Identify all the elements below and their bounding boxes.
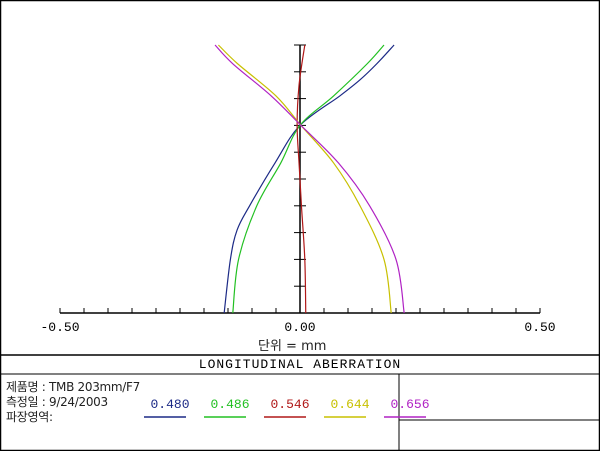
series-line-0.480 [223,44,395,314]
x-tick-label: -0.50 [40,320,79,335]
series-line-0.644 [217,44,392,314]
chart-title: LONGITUDINAL ABERRATION [198,357,402,372]
legend-label: 0.656 [390,397,430,412]
x-tick-label: 0.50 [524,320,555,335]
series-line-0.656 [214,44,405,314]
legend-label: 0.486 [210,397,250,412]
series-line-0.486 [232,44,385,314]
series-line-0.546 [296,44,307,314]
x-tick-label: 0.00 [284,320,315,335]
legend-label: 0.546 [270,397,310,412]
product-label: 제품명 : TMB 203mm/F7 [6,380,140,394]
legend-label: 0.644 [330,397,370,412]
date-label: 측정일 : 9/24/2003 [6,395,108,409]
legend-label: 0.480 [150,397,190,412]
wavelength-label: 파장영역: [6,410,53,424]
x-axis-label: 단위 = mm [258,339,327,354]
